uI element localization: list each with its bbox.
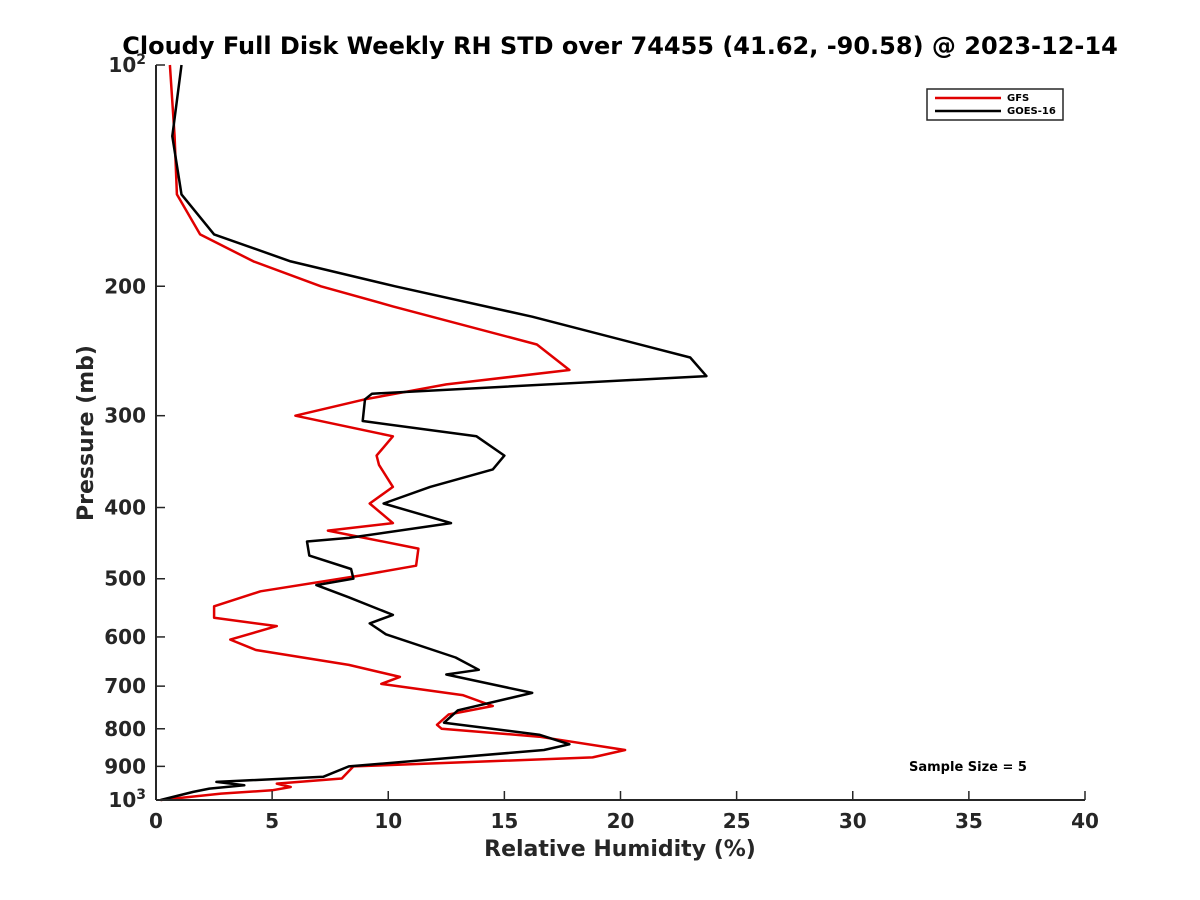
legend: GFS GOES-16 [926, 88, 1064, 121]
y-tick-label: 200 [104, 274, 146, 298]
x-ticks: 0 5 10 15 20 25 30 35 40 [149, 791, 1099, 833]
x-axis-label: Relative Humidity (%) [484, 837, 756, 862]
x-tick-label: 0 [149, 809, 163, 833]
y-tick-label: 800 [104, 717, 146, 741]
x-tick-label: 35 [955, 809, 983, 833]
series-line-goes-16 [160, 64, 708, 802]
x-tick-label: 40 [1071, 809, 1099, 833]
y-tick-label: 300 [104, 404, 146, 428]
y-axis-label: Pressure (mb) [74, 345, 99, 521]
x-tick-label: 20 [607, 809, 635, 833]
legend-label-gfs: GFS [1007, 93, 1029, 104]
series-line-gfs [160, 64, 627, 802]
x-tick-label: 10 [374, 809, 402, 833]
y-tick-label: 500 [104, 567, 146, 591]
x-tick-label: 15 [490, 809, 518, 833]
legend-label-goes16: GOES-16 [1007, 106, 1056, 117]
y-tick-label: 400 [104, 496, 146, 520]
x-tick-label: 30 [839, 809, 867, 833]
series-lines [160, 64, 708, 802]
y-tick-label: 900 [104, 754, 146, 778]
y-tick-label: 700 [104, 674, 146, 698]
legend-box [926, 88, 1064, 121]
x-tick-label: 5 [265, 809, 279, 833]
chart-title: Cloudy Full Disk Weekly RH STD over 7445… [122, 32, 1118, 60]
y-tick-label: 600 [104, 625, 146, 649]
x-tick-label: 25 [723, 809, 751, 833]
sample-size-annotation: Sample Size = 5 [909, 760, 1027, 775]
